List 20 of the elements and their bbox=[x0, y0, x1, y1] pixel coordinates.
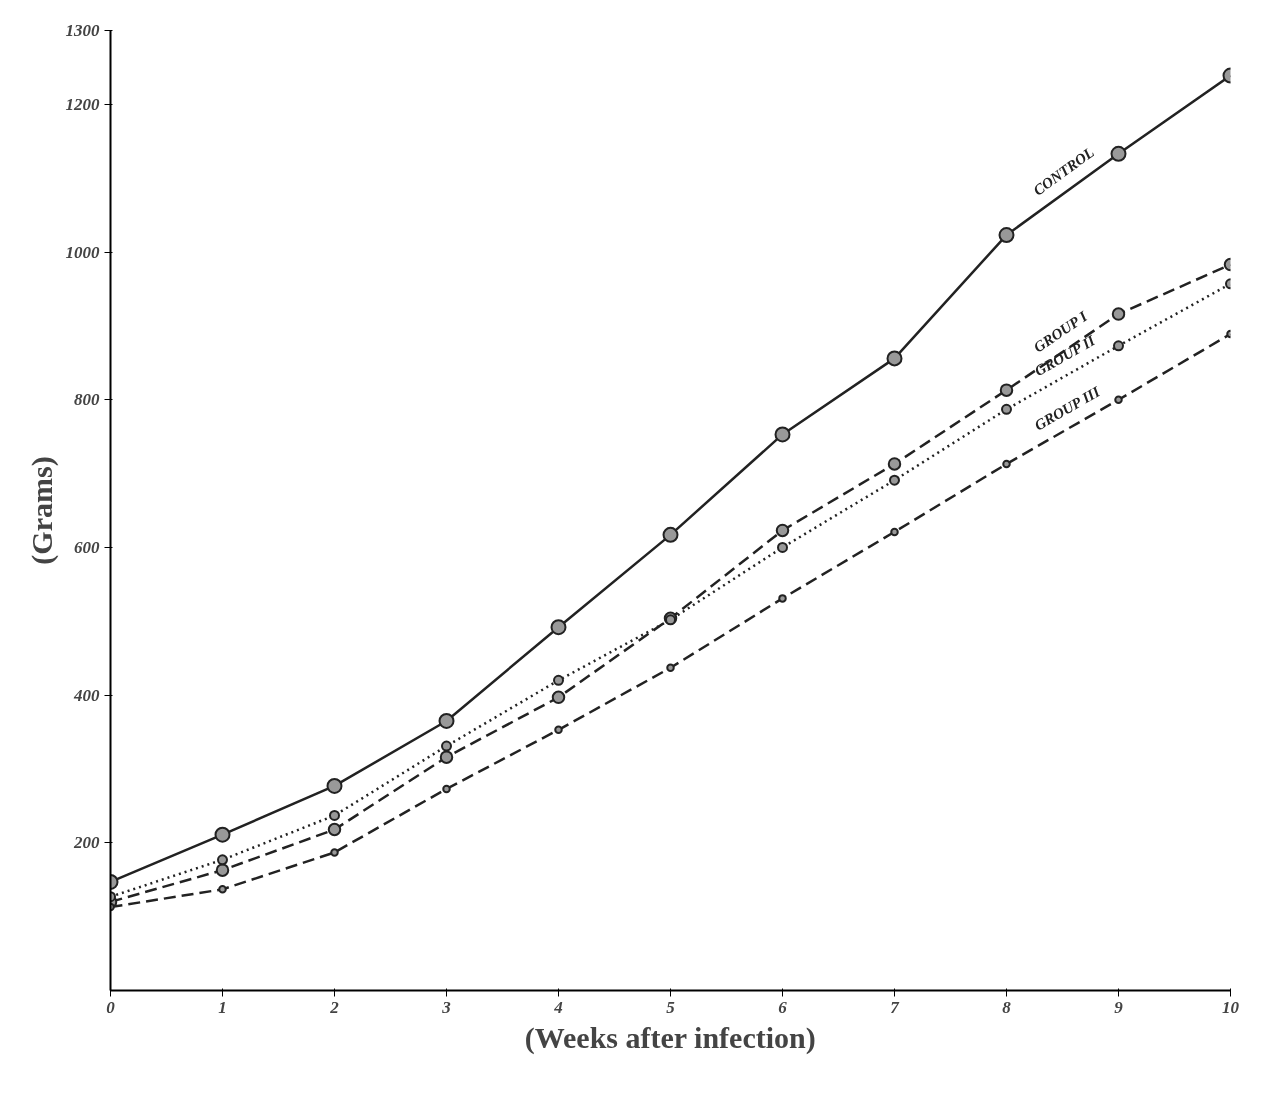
y-tick-label: 400 bbox=[73, 685, 100, 705]
y-tick-label: 800 bbox=[74, 390, 100, 410]
x-axis-title: (Weeks after infection) bbox=[524, 1020, 816, 1055]
x-tick-label: 5 bbox=[666, 997, 676, 1017]
x-tick-label: 3 bbox=[441, 997, 452, 1017]
x-tick-label: 10 bbox=[1222, 997, 1240, 1017]
x-tick-label: 4 bbox=[553, 997, 563, 1017]
y-tick-label: 600 bbox=[74, 537, 100, 557]
x-tick-label: 6 bbox=[778, 997, 788, 1017]
y-tick-label: 1300 bbox=[65, 21, 100, 40]
x-tick-label: 8 bbox=[1002, 997, 1012, 1017]
y-tick-label: 200 bbox=[73, 833, 100, 853]
y-axis-title: (Grams) bbox=[24, 456, 59, 565]
x-tick-label: 2 bbox=[329, 997, 340, 1017]
x-tick-label: 7 bbox=[890, 997, 901, 1017]
x-tick-label: 0 bbox=[106, 997, 116, 1017]
y-tick-label: 1200 bbox=[65, 94, 100, 114]
x-tick-label: 9 bbox=[1114, 997, 1124, 1017]
y-tick-label: 1000 bbox=[65, 242, 100, 262]
x-tick-label: 1 bbox=[218, 997, 227, 1017]
